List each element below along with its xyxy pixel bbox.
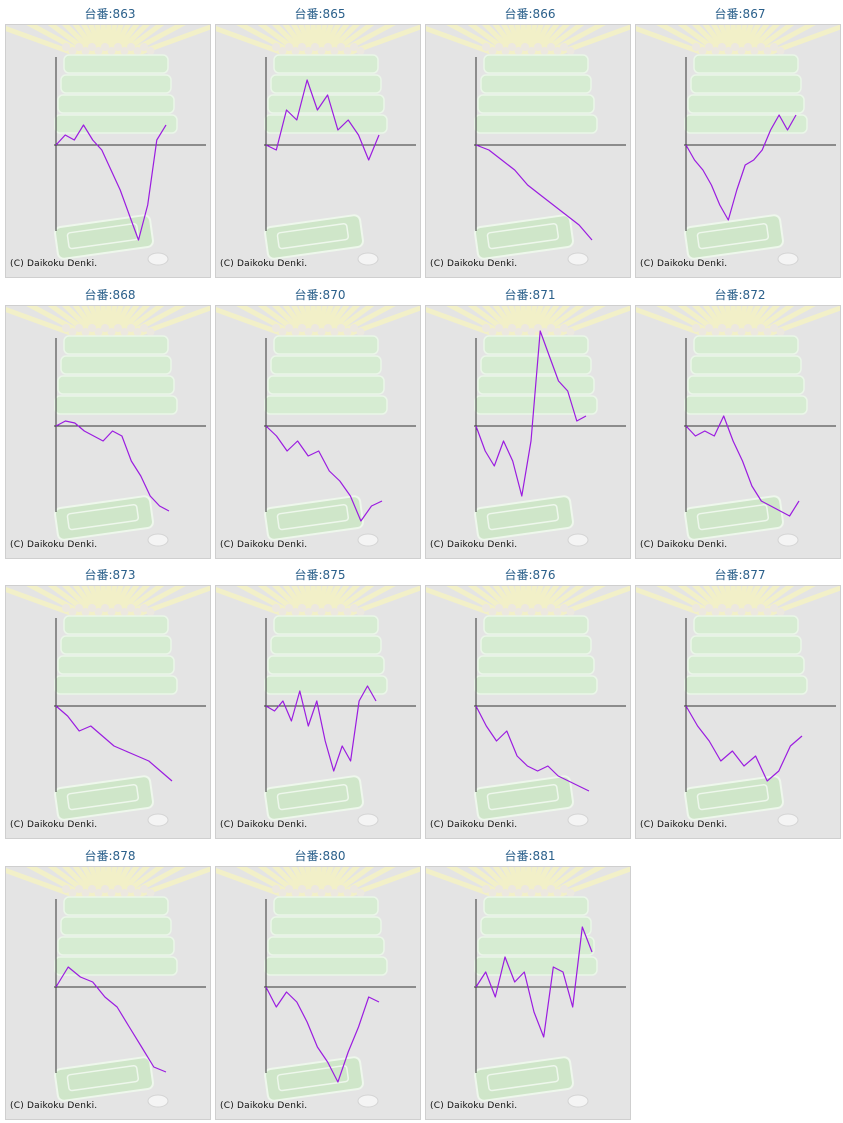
slump-graph: (C) Daikoku Denki. <box>635 24 841 278</box>
slump-graph: (C) Daikoku Denki. <box>5 585 211 839</box>
machine-number-link[interactable]: 台番:867 <box>714 7 766 21</box>
slump-graph: (C) Daikoku Denki. <box>215 24 421 278</box>
copyright-credit: (C) Daikoku Denki. <box>430 259 518 269</box>
machine-number-link[interactable]: 台番:881 <box>504 848 556 863</box>
slump-graph: (C) Daikoku Denki. <box>425 304 631 559</box>
copyright-credit: (C) Daikoku Denki. <box>430 820 518 830</box>
machine-cell: 台番:863 (C) Daikoku Denki. <box>5 2 215 278</box>
copyright-credit: (C) Daikoku Denki. <box>640 539 728 550</box>
machine-cell: 台番:865 (C) Daikoku Denki. <box>215 2 425 278</box>
slump-line <box>685 705 803 782</box>
machine-number-link[interactable]: 台番:871 <box>504 287 556 302</box>
background-illustration <box>216 866 420 1107</box>
slump-graph: (C) Daikoku Denki. <box>635 304 841 559</box>
machine-number-link[interactable]: 台番:873 <box>84 568 136 582</box>
slump-graph: (C) Daikoku Denki. <box>425 24 631 278</box>
machine-cell: 台番:873 (C) Daikoku Denki. <box>5 563 215 839</box>
slump-line <box>55 419 170 512</box>
machine-number-link[interactable]: 台番:868 <box>84 287 136 302</box>
machine-number-link[interactable]: 台番:872 <box>714 287 766 302</box>
copyright-credit: (C) Daikoku Denki. <box>220 820 308 830</box>
machine-cell: 台番:877 (C) Daikoku Denki. <box>635 563 843 839</box>
machine-cell: 台番:867 (C) Daikoku Denki. <box>635 2 843 278</box>
background-illustration <box>6 305 210 546</box>
slump-line <box>685 414 800 517</box>
slump-graph: (C) Daikoku Denki. <box>5 304 211 559</box>
background-illustration <box>216 586 420 827</box>
machine-number-link[interactable]: 台番:870 <box>294 287 346 302</box>
machine-cell: 台番:878 (C) Daikoku Denki. <box>5 844 215 1120</box>
slump-line <box>55 124 167 241</box>
machine-number-link[interactable]: 台番:865 <box>294 7 346 21</box>
background-illustration <box>426 586 630 827</box>
background-illustration <box>426 305 630 546</box>
machine-number-link[interactable]: 台番:877 <box>714 568 766 582</box>
slump-line <box>55 705 173 782</box>
slump-graph: (C) Daikoku Denki. <box>635 585 841 839</box>
slump-graph: (C) Daikoku Denki. <box>425 585 631 839</box>
copyright-credit: (C) Daikoku Denki. <box>220 259 308 269</box>
machine-cell: 台番:872 (C) Daikoku Denki. <box>635 283 843 559</box>
copyright-credit: (C) Daikoku Denki. <box>10 259 98 269</box>
copyright-credit: (C) Daikoku Denki. <box>430 539 518 550</box>
background-illustration <box>426 25 630 266</box>
slump-line <box>475 329 587 497</box>
slump-line <box>265 986 380 1083</box>
slump-graph: (C) Daikoku Denki. <box>215 865 421 1120</box>
machine-cell: 台番:876 (C) Daikoku Denki. <box>425 563 635 839</box>
background-illustration <box>636 305 840 546</box>
machine-cell: 台番:875 (C) Daikoku Denki. <box>215 563 425 839</box>
machine-number-link[interactable]: 台番:876 <box>504 568 556 582</box>
copyright-credit: (C) Daikoku Denki. <box>10 1100 98 1111</box>
background-illustration <box>216 25 420 266</box>
machine-number-link[interactable]: 台番:880 <box>294 848 346 863</box>
slump-graph: (C) Daikoku Denki. <box>215 585 421 839</box>
slump-graph: (C) Daikoku Denki. <box>425 865 631 1120</box>
machine-cell: 台番:871 (C) Daikoku Denki. <box>425 283 635 559</box>
copyright-credit: (C) Daikoku Denki. <box>10 820 98 830</box>
copyright-credit: (C) Daikoku Denki. <box>220 1100 308 1111</box>
copyright-credit: (C) Daikoku Denki. <box>430 1100 518 1111</box>
machine-number-link[interactable]: 台番:863 <box>84 7 136 21</box>
background-illustration <box>6 866 210 1107</box>
slump-line <box>475 144 593 241</box>
background-illustration <box>6 586 210 827</box>
slump-graph: (C) Daikoku Denki. <box>5 865 211 1120</box>
machine-cell: 台番:870 (C) Daikoku Denki. <box>215 283 425 559</box>
copyright-credit: (C) Daikoku Denki. <box>10 539 98 550</box>
slump-line <box>265 425 383 522</box>
slump-line <box>475 705 590 792</box>
slump-line <box>475 925 593 1038</box>
copyright-credit: (C) Daikoku Denki. <box>220 539 308 550</box>
slump-graph: (C) Daikoku Denki. <box>215 304 421 559</box>
slump-graph: (C) Daikoku Denki. <box>5 24 211 278</box>
slump-line <box>685 114 797 221</box>
slump-line <box>55 965 167 1073</box>
copyright-credit: (C) Daikoku Denki. <box>640 259 728 269</box>
copyright-credit: (C) Daikoku Denki. <box>640 820 728 830</box>
machine-cell: 台番:881 (C) Daikoku Denki. <box>425 844 635 1120</box>
machine-cell: 台番:880 (C) Daikoku Denki. <box>215 844 425 1120</box>
slump-line <box>265 79 380 161</box>
machine-cell: 台番:866 (C) Daikoku Denki. <box>425 2 635 278</box>
background-illustration <box>426 866 630 1107</box>
machine-cell: 台番:868 (C) Daikoku Denki. <box>5 283 215 559</box>
slump-line <box>265 685 377 772</box>
background-illustration <box>636 586 840 827</box>
machine-number-link[interactable]: 台番:866 <box>504 7 556 21</box>
background-illustration <box>216 305 420 546</box>
machine-number-link[interactable]: 台番:875 <box>294 568 346 582</box>
machine-number-link[interactable]: 台番:878 <box>84 848 136 863</box>
